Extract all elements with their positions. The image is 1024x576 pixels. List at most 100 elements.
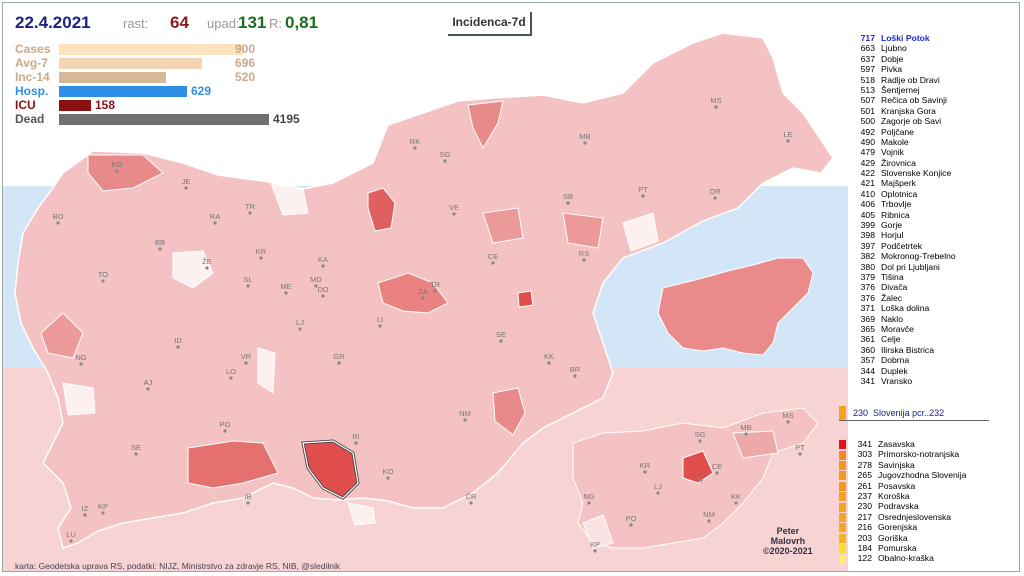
region-row: 261 Posavska xyxy=(839,481,1019,491)
map-label: PO xyxy=(220,420,231,429)
municipality-name: Moravče xyxy=(881,323,914,334)
upad-label: upad: xyxy=(207,16,240,31)
map-label: MS xyxy=(710,96,721,105)
map-label: NG xyxy=(75,353,86,362)
municipality-row: 341 Vransko xyxy=(849,376,1019,386)
map-dot xyxy=(699,478,703,482)
map-label: PT xyxy=(795,443,805,452)
credit-line-2: Malovrh xyxy=(770,536,806,546)
municipality-value: 422 xyxy=(860,168,875,179)
map-label: TR xyxy=(430,280,441,289)
map-dot xyxy=(386,476,390,480)
municipality-value: 357 xyxy=(860,355,875,366)
map-label: MS xyxy=(782,411,793,420)
municipality-name: Mokronog-Trebelno xyxy=(881,251,956,262)
map-dot xyxy=(443,159,447,163)
map-label: LJ xyxy=(654,482,662,491)
stat-name: Cases xyxy=(15,42,51,56)
map-dot xyxy=(246,501,250,505)
region-name: Posavska xyxy=(878,480,916,491)
map-dot xyxy=(713,196,717,200)
stat-row: Inc-14 520 xyxy=(15,70,315,84)
municipality-name: Vransko xyxy=(881,375,913,386)
municipality-row: 376 Žalec xyxy=(849,293,1019,303)
map-dot xyxy=(786,139,790,143)
municipality-value: 371 xyxy=(860,303,875,314)
map-dot xyxy=(259,256,263,260)
map-dot xyxy=(248,211,252,215)
municipality-value: 500 xyxy=(860,116,875,127)
map-dot xyxy=(244,361,248,365)
slovenia-label: Slovenija pcr..232 xyxy=(873,408,945,418)
map-label: KR xyxy=(640,461,651,470)
stat-name: Avg-7 xyxy=(15,56,48,70)
map-dot xyxy=(582,258,586,262)
municipality-value: 663 xyxy=(860,43,875,54)
region-name: Jugovzhodna Slovenija xyxy=(878,470,967,481)
map-dot xyxy=(184,186,188,190)
map-label: LO xyxy=(226,367,236,376)
map-label: LU xyxy=(66,530,76,539)
map-label: NM xyxy=(459,409,471,418)
region-swatch xyxy=(839,523,846,533)
region-row: 237 Koroška xyxy=(839,490,1019,502)
region-value: 237 xyxy=(857,490,872,501)
map-label: MB xyxy=(579,132,590,141)
map-dot xyxy=(146,387,150,391)
map-dot xyxy=(744,432,748,436)
map-dot xyxy=(337,361,341,365)
map-label: KK xyxy=(731,492,741,501)
map-label: NG xyxy=(583,492,594,501)
map-label: SG xyxy=(695,430,706,439)
municipality-row: 371 Loška dolina xyxy=(849,303,1019,313)
map-label: SE xyxy=(496,330,506,339)
municipality-value: 597 xyxy=(860,64,875,75)
r-value: 0,81 xyxy=(285,13,319,32)
map-dot xyxy=(321,264,325,268)
map-dot xyxy=(284,291,288,295)
region-row: 184 Pomurska xyxy=(839,542,1019,554)
map-label: OR xyxy=(709,187,721,196)
map-dot xyxy=(413,146,417,150)
municipality-value: 421 xyxy=(860,178,875,189)
stat-row: Avg-7 696 xyxy=(15,56,315,70)
region-row: 230 Podravska xyxy=(839,501,1019,512)
stat-bar xyxy=(59,44,243,55)
municipality-name: Celje xyxy=(881,334,901,345)
author-credit: Peter Malovrh ©2020-2021 xyxy=(763,526,813,556)
municipality-value: 382 xyxy=(860,251,875,262)
stat-row: ICU 158 xyxy=(15,98,315,112)
municipality-row: 382 Mokronog-Trebelno xyxy=(849,251,1019,261)
map-label: ČR xyxy=(466,492,477,501)
region-value: 122 xyxy=(857,553,872,564)
municipality-name: Pivka xyxy=(881,64,903,75)
region-swatch xyxy=(839,440,846,450)
municipality-name: Ribnica xyxy=(881,209,910,220)
region-row: 341 Zasavska xyxy=(839,439,1019,450)
municipality-row: 357 Dobrna xyxy=(849,355,1019,365)
region-name: Obalno-kraška xyxy=(878,553,934,564)
region-name: Savinjska xyxy=(878,459,915,470)
municipality-name: Poljčane xyxy=(881,126,914,137)
map-dot xyxy=(786,420,790,424)
municipality-name: Naklo xyxy=(881,313,903,324)
municipality-name: Rečica ob Savinji xyxy=(881,95,947,106)
municipality-name: Dobje xyxy=(881,53,904,64)
region-row: 303 Primorsko-notranjska xyxy=(839,449,1019,460)
map-dot xyxy=(593,549,597,553)
region-value: 184 xyxy=(857,542,872,553)
map-dot xyxy=(491,261,495,265)
municipality-value: 513 xyxy=(860,84,875,95)
map-dot xyxy=(641,194,645,198)
stat-row: Dead 4195 xyxy=(15,112,315,126)
region-swatch xyxy=(839,533,846,543)
region-name: Primorsko-notranjska xyxy=(878,449,960,460)
credit-line-1: Peter xyxy=(776,526,800,536)
stat-value: 696 xyxy=(235,56,256,70)
map-label: CE xyxy=(488,252,498,261)
map-dot xyxy=(69,539,73,543)
municipality-name: Vojnik xyxy=(881,147,904,158)
map-dot xyxy=(354,441,358,445)
map-dot xyxy=(452,212,456,216)
